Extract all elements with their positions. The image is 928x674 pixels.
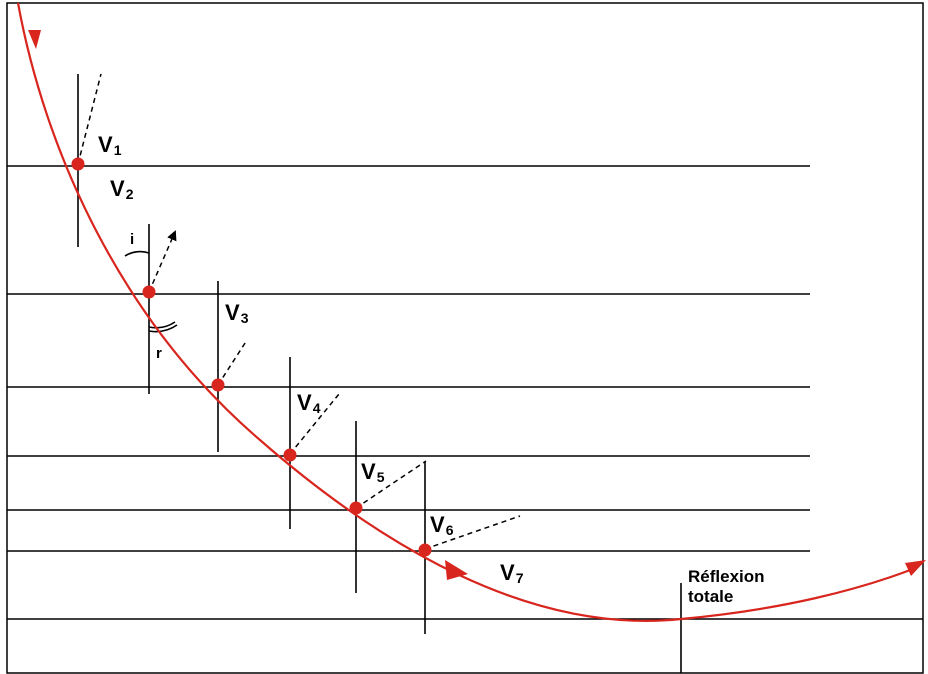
velocity-label-v2: V2 — [110, 176, 134, 202]
incidence-angle-arc — [124, 250, 150, 257]
dashed-extension-4 — [289, 393, 340, 455]
refraction-point-1 — [71, 157, 85, 171]
refraction-point-5 — [349, 501, 363, 515]
velocity-label-v1: V1 — [98, 132, 122, 158]
incidence-angle-label: i — [130, 231, 134, 248]
refraction-angle-label: r — [156, 345, 162, 362]
refraction-point-4 — [283, 448, 297, 462]
ray-direction-arrow-end — [905, 560, 926, 576]
ray-direction-arrow-top — [28, 30, 41, 49]
velocity-label-v3: V3 — [225, 300, 249, 326]
diagram-frame — [6, 2, 924, 674]
refraction-point-2 — [142, 285, 156, 299]
velocity-label-v7: V7 — [500, 560, 524, 586]
velocity-label-v5: V5 — [361, 459, 385, 485]
refraction-point-3 — [211, 378, 225, 392]
total-reflection-label-line1: Réflexion — [688, 567, 765, 586]
dashed-arrow-extension-2 — [148, 230, 177, 293]
ray-direction-arrow-middle — [445, 560, 468, 580]
refraction-angle-arc-inner — [148, 324, 178, 333]
dashed-extension-1 — [77, 73, 102, 165]
refraction-point-6 — [418, 543, 432, 557]
velocity-label-v4: V4 — [297, 390, 321, 416]
dashed-extension-6 — [424, 515, 521, 550]
seismic-ray-path — [16, 2, 919, 622]
velocity-label-v6: V6 — [430, 512, 454, 538]
dashed-extension-3 — [217, 339, 248, 386]
total-reflection-label-line2: totale — [688, 587, 733, 606]
refraction-angle-arc-outer — [148, 321, 176, 329]
